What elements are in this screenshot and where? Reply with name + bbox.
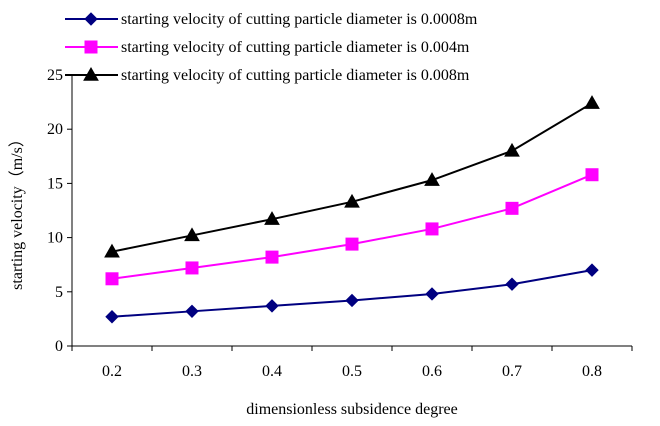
data-point bbox=[265, 299, 279, 313]
data-point bbox=[504, 142, 520, 157]
legend-label: starting velocity of cutting particle di… bbox=[121, 67, 470, 84]
x-tick-label: 0.5 bbox=[342, 363, 362, 380]
x-tick-label: 0.2 bbox=[102, 363, 122, 380]
legend-label: starting velocity of cutting particle di… bbox=[121, 11, 478, 28]
data-point bbox=[505, 277, 519, 291]
data-point bbox=[185, 261, 199, 275]
legend: starting velocity of cutting particle di… bbox=[65, 11, 478, 84]
y-tick-label: 15 bbox=[47, 175, 63, 192]
data-point bbox=[345, 237, 359, 251]
data-point bbox=[585, 263, 599, 277]
series-line bbox=[111, 269, 593, 318]
series-2 bbox=[105, 168, 599, 286]
x-tick-label: 0.4 bbox=[262, 363, 282, 380]
data-point bbox=[104, 243, 120, 258]
data-point bbox=[105, 310, 119, 324]
y-tick-label: 25 bbox=[47, 67, 63, 84]
series-line bbox=[111, 102, 593, 253]
series-3 bbox=[104, 95, 600, 258]
x-tick-label: 0.8 bbox=[582, 363, 602, 380]
y-tick-label: 10 bbox=[47, 230, 63, 247]
data-point bbox=[264, 211, 280, 225]
data-point bbox=[584, 95, 600, 109]
legend-label: starting velocity of cutting particle di… bbox=[121, 39, 470, 56]
data-point bbox=[424, 172, 440, 186]
y-tick-label: 20 bbox=[47, 121, 63, 138]
x-tick-label: 0.7 bbox=[502, 363, 522, 380]
y-axis-title: starting velocity（m/s） bbox=[8, 131, 26, 290]
legend-item-3: starting velocity of cutting particle di… bbox=[65, 66, 470, 84]
series-1 bbox=[105, 263, 599, 324]
plot-area: 0 5 10 15 20 25 0.2 0.3 0.4 0.5 0.6 0.7 0.8 bbox=[47, 67, 633, 380]
y-tick-label: 0 bbox=[55, 338, 63, 355]
x-tick-label: 0.6 bbox=[422, 363, 442, 380]
data-point bbox=[425, 222, 439, 236]
data-point bbox=[425, 287, 439, 301]
x-tick-label: 0.3 bbox=[182, 363, 202, 380]
data-point bbox=[105, 272, 119, 286]
data-point bbox=[344, 193, 360, 208]
data-point bbox=[185, 304, 199, 319]
data-point bbox=[184, 227, 200, 242]
series-line bbox=[111, 173, 593, 280]
data-point bbox=[505, 201, 519, 215]
x-axis-title: dimensionless subsidence degree bbox=[246, 401, 458, 418]
data-point bbox=[345, 293, 359, 308]
legend-marker bbox=[84, 12, 98, 26]
data-point bbox=[585, 168, 599, 182]
y-tick-label: 5 bbox=[55, 284, 63, 301]
legend-item-2: starting velocity of cutting particle di… bbox=[65, 39, 470, 56]
legend-marker bbox=[84, 40, 98, 54]
legend-marker bbox=[83, 66, 99, 81]
data-point bbox=[265, 250, 279, 264]
legend-item-1: starting velocity of cutting particle di… bbox=[65, 11, 478, 28]
